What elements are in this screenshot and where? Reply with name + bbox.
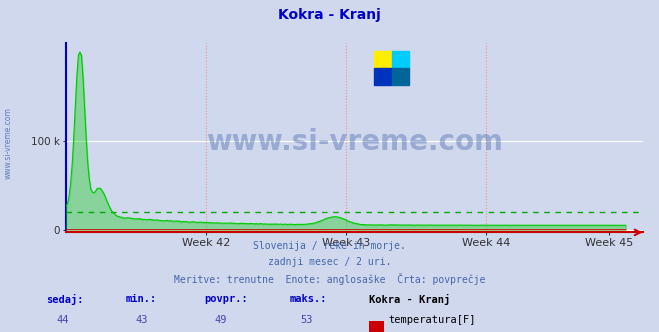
Text: 44: 44 bbox=[57, 315, 69, 325]
Text: zadnji mesec / 2 uri.: zadnji mesec / 2 uri. bbox=[268, 257, 391, 267]
Text: min.:: min.: bbox=[125, 294, 156, 304]
Text: Kokra - Kranj: Kokra - Kranj bbox=[369, 294, 450, 305]
Text: 49: 49 bbox=[215, 315, 227, 325]
Text: maks.:: maks.: bbox=[290, 294, 328, 304]
Text: Slovenija / reke in morje.: Slovenija / reke in morje. bbox=[253, 241, 406, 251]
Text: 53: 53 bbox=[301, 315, 312, 325]
Bar bbox=[391, 51, 409, 68]
Bar bbox=[374, 51, 391, 68]
Text: Kokra - Kranj: Kokra - Kranj bbox=[278, 8, 381, 22]
Bar bbox=[391, 68, 409, 85]
Text: temperatura[F]: temperatura[F] bbox=[389, 315, 476, 325]
Text: Meritve: trenutne  Enote: anglosaške  Črta: povprečje: Meritve: trenutne Enote: anglosaške Črta… bbox=[174, 273, 485, 285]
Text: www.si-vreme.com: www.si-vreme.com bbox=[206, 127, 503, 156]
Bar bbox=[374, 68, 391, 85]
Text: 43: 43 bbox=[136, 315, 148, 325]
Text: povpr.:: povpr.: bbox=[204, 294, 248, 304]
Text: sedaj:: sedaj: bbox=[46, 294, 84, 305]
Text: www.si-vreme.com: www.si-vreme.com bbox=[3, 107, 13, 179]
